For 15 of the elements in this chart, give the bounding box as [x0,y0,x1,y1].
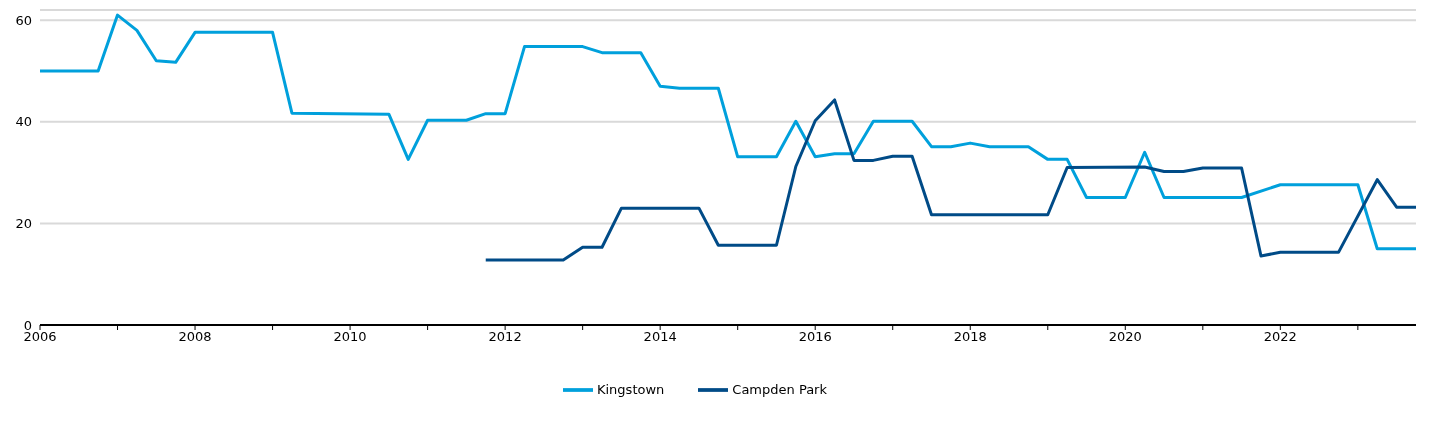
x-tick-label: 2008 [178,329,212,345]
legend-label: Campden Park [732,381,827,397]
x-tick-label: 2018 [953,329,987,345]
x-tick-label: 2012 [488,329,522,345]
line-series [40,13,1416,251]
y-tick-label: 20 [15,216,32,231]
line-series [484,98,1416,262]
x-tick-label: 2014 [643,329,677,345]
y-tick-label: 60 [15,12,32,28]
legend-label: Kingstown [596,381,665,397]
x-tick-label: 2022 [1263,329,1297,345]
x-tick-label: 2010 [333,329,367,345]
x-tick-label: 2016 [798,329,832,345]
y-tick-label: 40 [15,114,32,130]
x-tick-label: 2020 [1108,329,1142,345]
